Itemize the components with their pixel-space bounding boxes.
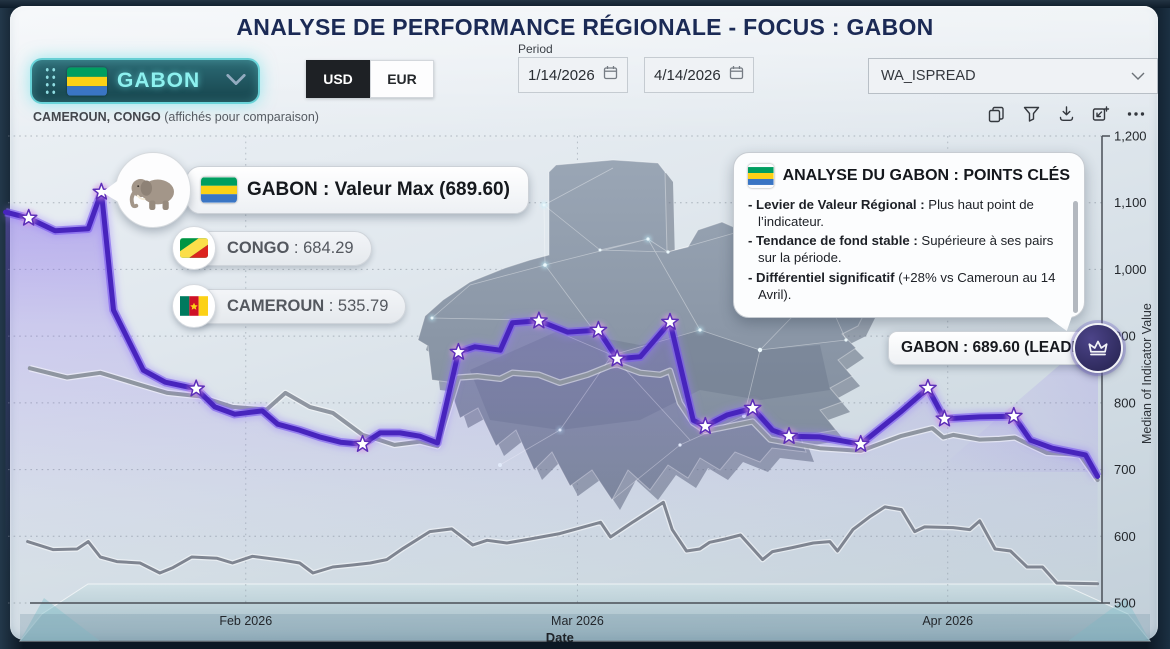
x-axis-title: Date	[546, 630, 574, 645]
star-marker	[1004, 406, 1023, 424]
star-marker	[187, 379, 206, 397]
star-marker	[918, 378, 937, 396]
star-marker	[743, 398, 762, 416]
elephant-badge	[102, 152, 191, 228]
leader-label: GABON : 689.60 (LEADER)	[888, 331, 1121, 365]
series-lines	[3, 182, 1104, 587]
drag-handle-dots-icon	[44, 66, 57, 96]
scrollbar-thumb[interactable]	[1073, 201, 1078, 313]
comparison-note: CAMEROUN, CONGO (affichés pour comparais…	[33, 110, 319, 124]
cameroun-line	[26, 500, 1100, 586]
star-marker	[696, 416, 715, 434]
glass-pedestal	[18, 583, 1152, 642]
y-axis-tick-label: 1,000	[1114, 262, 1147, 277]
star-marker	[19, 208, 38, 226]
gabon-flag-icon	[67, 67, 107, 96]
indicator-select[interactable]: WA_ISPREAD	[868, 58, 1158, 94]
visual-toolbar	[986, 104, 1146, 124]
y-axis-tick-label: 1,200	[1114, 129, 1147, 144]
crown-icon	[1088, 340, 1108, 356]
calendar-icon[interactable]	[603, 65, 618, 85]
calendar-icon[interactable]	[729, 65, 744, 85]
star-marker	[589, 320, 608, 338]
y-axis-tick-label: 600	[1114, 529, 1136, 544]
period-end-input[interactable]: 4/14/2026	[644, 57, 754, 93]
country-selector-value: GABON	[117, 69, 201, 92]
period-label: Period	[518, 42, 553, 56]
analysis-bullet: - Tendance de fond stable : Supérieure à…	[748, 233, 1054, 266]
page-title: ANALYSE DE PERFORMANCE RÉGIONALE - FOCUS…	[236, 14, 934, 40]
elephant-illustration	[129, 179, 174, 211]
analysis-panel: ANALYSE DU GABON : POINTS CLÉS - Levier …	[733, 152, 1085, 331]
area-fill	[5, 192, 1098, 575]
star-marker	[449, 342, 468, 360]
cameroun-flag-icon	[172, 284, 216, 328]
analysis-title: ANALYSE DU GABON : POINTS CLÉS	[782, 167, 1070, 184]
y-axis-tick-label: 700	[1114, 462, 1136, 477]
chevron-down-icon	[1131, 67, 1145, 85]
export-icon[interactable]	[1091, 104, 1111, 124]
star-marker	[529, 311, 548, 329]
star-marker	[851, 434, 870, 452]
copy-icon[interactable]	[986, 104, 1006, 124]
download-icon[interactable]	[1056, 104, 1076, 124]
currency-toggle: USD EUR	[306, 60, 434, 98]
y-axis-tick-label: 500	[1114, 596, 1136, 611]
x-axis-tick-label: Apr 2026	[922, 614, 973, 628]
cameroun-callout: CAMEROUN : 535.79	[172, 284, 407, 328]
gabon-flag-icon	[201, 177, 237, 203]
country-selector[interactable]: GABON	[30, 58, 260, 104]
gabon-area-fill	[5, 192, 1098, 575]
x-axis-tick-label: Mar 2026	[551, 614, 604, 628]
filter-icon[interactable]	[1021, 104, 1041, 124]
congo-flag-icon	[172, 226, 216, 270]
y-axis-title: Median of Indicator Value	[1140, 303, 1154, 444]
more-icon[interactable]	[1126, 104, 1146, 124]
analysis-body: - Levier de Valeur Régional : Plus haut …	[748, 196, 1070, 303]
congo-callout: CONGO : 684.29	[172, 226, 372, 270]
eur-button[interactable]: EUR	[370, 60, 434, 98]
usd-button[interactable]: USD	[306, 60, 370, 98]
period-start-input[interactable]: 1/14/2026	[518, 57, 628, 93]
star-marker	[780, 426, 798, 444]
y-axis-tick-label: 800	[1114, 395, 1136, 410]
chevron-down-icon[interactable]	[226, 72, 246, 90]
star-marker	[935, 409, 954, 427]
crown-badge	[1073, 323, 1123, 373]
gabon-flag-icon	[748, 164, 774, 188]
star-marker	[353, 434, 372, 452]
analysis-bullet: - Levier de Valeur Régional : Plus haut …	[748, 197, 1034, 230]
analysis-bullet: - Différentiel significatif (+28% vs Cam…	[748, 269, 1056, 302]
x-axis-tick-label: Feb 2026	[219, 614, 272, 628]
max-value-callout: GABON : Valeur Max (689.60)	[186, 166, 529, 214]
star-marker	[661, 312, 679, 330]
star-marker	[608, 349, 627, 367]
y-axis-tick-label: 1,100	[1114, 195, 1147, 210]
